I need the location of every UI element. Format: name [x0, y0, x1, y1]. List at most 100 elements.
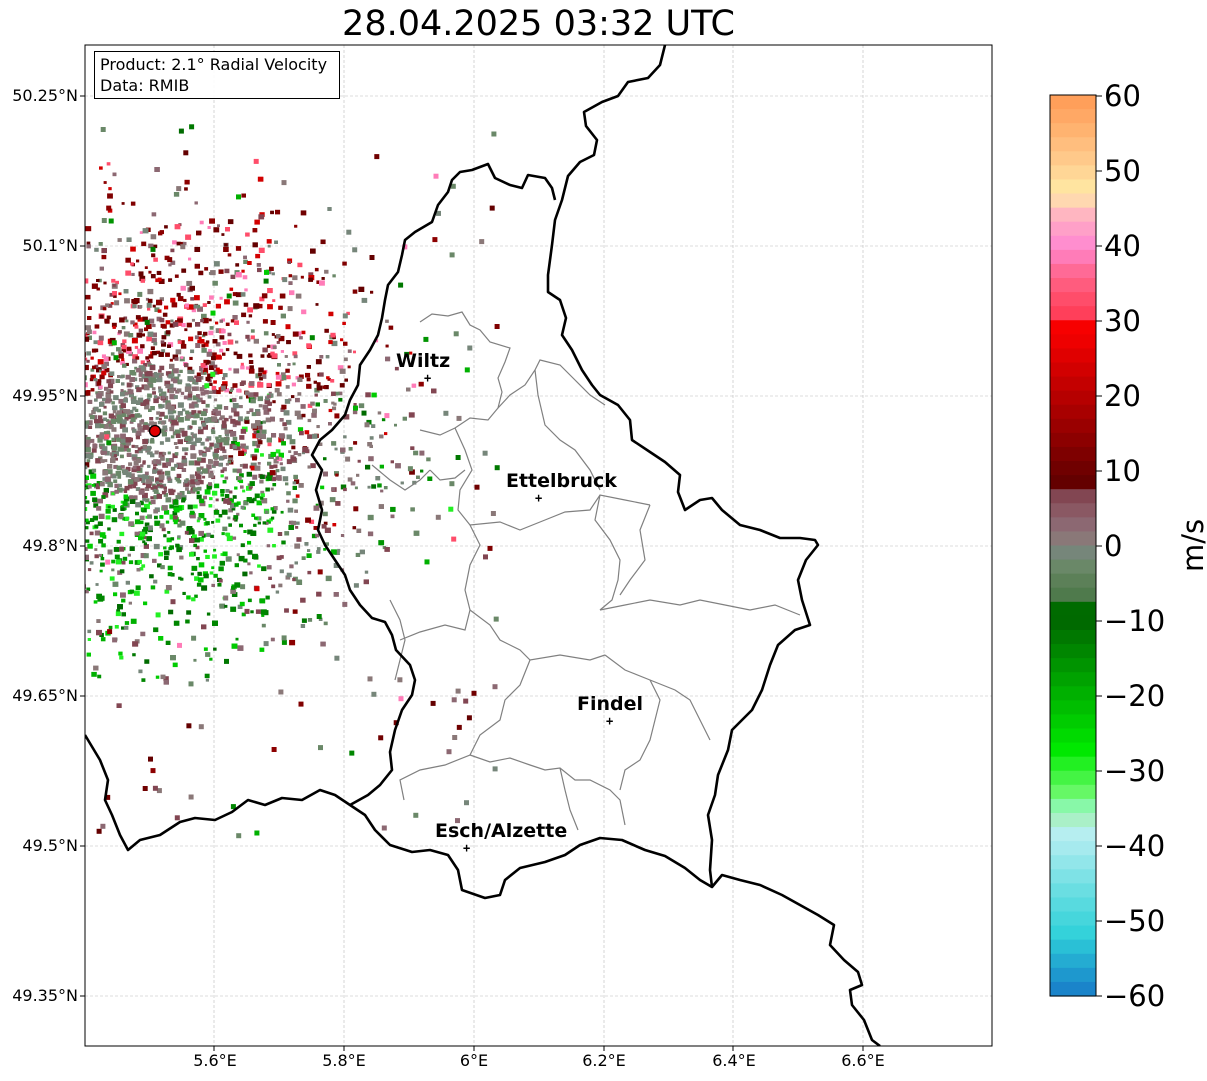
velocity-pixel: [89, 378, 94, 382]
velocity-pixel: [161, 349, 166, 353]
velocity-pixel: [227, 501, 232, 505]
velocity-pixel: [331, 441, 337, 446]
velocity-pixel: [156, 270, 162, 275]
velocity-pixel: [191, 635, 197, 641]
velocity-pixel: [218, 269, 224, 274]
velocity-pixel: [158, 636, 164, 641]
velocity-pixel: [139, 520, 144, 525]
velocity-pixel: [494, 465, 500, 471]
colorbar-band: [1050, 728, 1096, 744]
velocity-pixel: [226, 293, 232, 299]
velocity-pixel: [266, 394, 271, 399]
velocity-pixel: [240, 543, 245, 548]
velocity-pixel: [95, 458, 101, 464]
velocity-pixel: [190, 572, 194, 576]
velocity-pixel: [381, 418, 386, 422]
velocity-pixel: [206, 612, 211, 616]
velocity-pixel: [288, 274, 293, 278]
velocity-pixel: [99, 423, 105, 429]
velocity-pixel: [307, 465, 311, 469]
velocity-pixel: [123, 489, 128, 493]
velocity-pixel: [215, 342, 221, 347]
velocity-pixel: [133, 495, 138, 499]
velocity-pixel: [280, 466, 286, 472]
velocity-pixel: [225, 556, 232, 562]
velocity-pixel: [221, 509, 228, 515]
velocity-pixel: [172, 321, 179, 327]
velocity-pixel: [335, 473, 339, 477]
velocity-pixel: [258, 247, 265, 253]
velocity-pixel: [165, 320, 171, 325]
velocity-pixel: [94, 247, 99, 252]
velocity-pixel: [317, 569, 323, 575]
velocity-pixel: [321, 277, 325, 280]
velocity-pixel: [196, 582, 202, 587]
velocity-pixel: [153, 459, 158, 464]
velocity-pixel: [250, 465, 256, 471]
velocity-pixel: [185, 234, 192, 240]
velocity-pixel: [141, 419, 144, 422]
velocity-pixel: [305, 517, 311, 523]
velocity-pixel: [358, 286, 365, 292]
velocity-pixel: [427, 476, 433, 481]
velocity-pixel: [172, 387, 177, 392]
velocity-pixel: [85, 554, 89, 560]
velocity-pixel: [229, 490, 233, 494]
velocity-pixel: [402, 416, 407, 421]
velocity-pixel: [229, 398, 234, 403]
velocity-pixel: [177, 642, 182, 648]
city-label-esch-alzette: Esch/Alzette: [435, 820, 568, 842]
velocity-pixel: [185, 303, 189, 308]
velocity-pixel: [346, 311, 350, 315]
velocity-pixel: [247, 261, 252, 265]
velocity-pixel: [205, 340, 210, 344]
velocity-pixel: [101, 495, 106, 499]
velocity-pixel: [208, 504, 213, 508]
velocity-pixel: [292, 481, 297, 485]
velocity-pixel: [204, 673, 210, 679]
velocity-pixel: [136, 332, 143, 338]
velocity-pixel: [214, 457, 218, 461]
velocity-pixel: [157, 377, 163, 383]
velocity-pixel: [199, 220, 204, 225]
velocity-pixel: [221, 329, 226, 334]
velocity-pixel: [172, 511, 178, 516]
velocity-pixel: [184, 530, 189, 535]
velocity-pixel: [98, 385, 103, 390]
velocity-pixel: [194, 381, 199, 385]
velocity-pixel: [191, 441, 197, 447]
velocity-pixel: [159, 451, 165, 457]
velocity-pixel: [96, 287, 100, 291]
velocity-pixel: [96, 367, 102, 373]
colorbar-band: [1050, 446, 1096, 462]
velocity-pixel: [132, 456, 137, 461]
velocity-pixel: [330, 379, 335, 383]
velocity-pixel: [97, 340, 104, 346]
velocity-pixel: [114, 483, 120, 489]
velocity-pixel: [117, 446, 124, 452]
velocity-pixel: [225, 227, 230, 232]
velocity-pixel: [228, 457, 233, 462]
velocity-pixel: [188, 336, 194, 342]
velocity-pixel: [292, 331, 299, 337]
velocity-pixel: [147, 363, 152, 367]
velocity-pixel: [198, 336, 202, 340]
velocity-pixel: [169, 323, 175, 328]
velocity-pixel: [186, 723, 192, 729]
velocity-pixel: [245, 366, 250, 370]
velocity-pixel: [196, 491, 200, 494]
colorbar-band: [1050, 644, 1096, 659]
velocity-pixel: [359, 549, 365, 555]
velocity-pixel: [105, 559, 111, 565]
velocity-pixel: [188, 257, 192, 261]
velocity-pixel: [312, 433, 318, 439]
velocity-pixel: [388, 325, 394, 330]
velocity-pixel: [85, 485, 90, 490]
colorbar-band: [1050, 123, 1096, 138]
velocity-pixel: [258, 404, 263, 408]
velocity-pixel: [189, 124, 195, 130]
velocity-pixel: [248, 353, 253, 358]
velocity-pixel: [139, 515, 145, 520]
velocity-pixel: [230, 274, 236, 279]
velocity-pixel: [220, 446, 225, 451]
